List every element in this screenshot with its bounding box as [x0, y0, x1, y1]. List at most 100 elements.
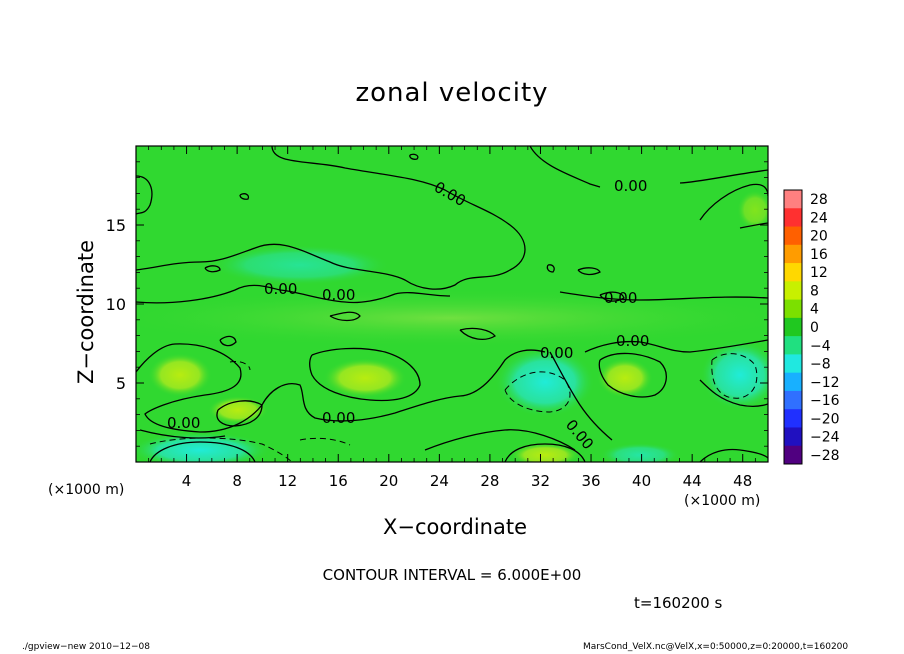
x-tick-label: 48: [733, 472, 752, 490]
x-tick-label: 44: [683, 472, 702, 490]
y-tick-label: 15: [106, 216, 126, 235]
contour-label: 0.00: [540, 344, 573, 362]
contour-line: [504, 443, 586, 462]
contour-line: [546, 264, 555, 273]
colorbar-label: 20: [810, 229, 828, 245]
contour-line: [584, 339, 768, 353]
colorbar-label: −8: [810, 357, 831, 373]
y-tick-label: 10: [106, 295, 126, 314]
contour-line: [739, 222, 768, 229]
contour-line: [136, 146, 526, 290]
colorbar-label: −28: [810, 448, 840, 464]
x-tick-label: 24: [430, 472, 449, 490]
colorbar-label: −4: [810, 338, 831, 354]
x-tick-label: 12: [278, 472, 297, 490]
colorbar-cell: [784, 336, 802, 355]
colorbar-cell: [784, 281, 802, 301]
colorbar-cell: [784, 427, 802, 447]
colorbar-label: 28: [810, 192, 828, 208]
contour-line: [699, 379, 768, 407]
contour-line-negative: [229, 361, 251, 371]
x-tick-label: 32: [531, 472, 550, 490]
contour-interval-text: CONTOUR INTERVAL = 6.000E+00: [322, 566, 582, 584]
colorbar-cell: [784, 445, 802, 465]
contour-line-negative: [149, 437, 293, 462]
contour-line: [216, 400, 263, 427]
field-yellow-core: [737, 190, 768, 230]
colorbar-cell: [784, 263, 802, 282]
contour-line: [136, 175, 153, 215]
contour-line: [139, 429, 226, 439]
contour-line: [599, 291, 625, 302]
contour-line: [679, 169, 768, 184]
field-cyan-pocket: [210, 245, 390, 285]
contour-label: 0.00: [167, 414, 200, 432]
colorbar-cell: [784, 208, 802, 228]
contour-line: [239, 193, 250, 200]
y-axis-ticks: 5 10 15: [106, 161, 768, 447]
x-axis-ticks: 4 8 12 16 20 24 28 32 36 40 44 48: [148, 146, 756, 490]
field-yellow-core: [148, 353, 212, 397]
contour-line-negative: [711, 353, 758, 399]
colorbar-label: −16: [810, 393, 840, 409]
contour-line: [699, 183, 768, 221]
contour-label: 0.00: [616, 332, 649, 350]
contour-line: [329, 311, 361, 322]
colorbar-label: −12: [810, 375, 840, 391]
field-cyan-pocket: [700, 340, 768, 410]
contour-line-negative: [299, 437, 351, 446]
x-tick-label: 4: [182, 472, 192, 490]
colorbar-label: −24: [810, 430, 840, 446]
contour-line: [409, 153, 419, 160]
time-stamp: t=160200 s: [634, 594, 723, 612]
x-tick-label: 40: [632, 472, 651, 490]
contour-line: [136, 284, 451, 304]
contour-lines: [136, 146, 768, 462]
field-yellow-core: [510, 443, 580, 462]
colorbar-label: 24: [810, 210, 828, 226]
field-cyan-pocket: [600, 443, 680, 462]
contour-label-group: 0.00 0.00 0.00 0.00 0.00 0.00 0.00 0.00 …: [167, 177, 649, 453]
colorbar-frame: [783, 189, 803, 465]
colorbar-cell: [784, 317, 802, 337]
colorbar-label: 16: [810, 247, 828, 263]
colorbar-cell: [784, 244, 802, 264]
field-yellow-core: [208, 396, 268, 424]
footer-left: ./gpview−new 2010−12−08: [22, 642, 150, 652]
field-yellow-core: [597, 358, 653, 398]
colorbar-cell: [784, 299, 802, 319]
contour-label: 0.00: [322, 286, 355, 304]
contour-label: 0.00: [604, 289, 637, 307]
x-tick-label: 16: [329, 472, 348, 490]
footer-right: MarsCond_VelX.nc@VelX,x=0:50000,z=0:2000…: [583, 642, 849, 652]
contour-line: [699, 448, 768, 462]
field-yellow-core: [323, 358, 407, 398]
contour-line: [149, 441, 256, 462]
x-tick-label: 28: [480, 472, 499, 490]
contour-label: 0.00: [264, 280, 297, 298]
contour-line: [529, 146, 601, 188]
colorbar-cell: [784, 226, 802, 246]
chart-title: zonal velocity: [355, 78, 549, 108]
field-band: [136, 288, 768, 348]
x-axis-label: X−coordinate: [383, 515, 527, 539]
contour-line: [204, 265, 221, 273]
contour-label: 0.00: [614, 177, 647, 195]
colorbar-cell: [784, 372, 802, 392]
colorbar-label: 8: [810, 283, 819, 299]
contour-line-negative: [504, 371, 571, 413]
field-cyan-pocket: [136, 432, 270, 462]
colorbar-cell: [784, 190, 802, 209]
contour-line: [549, 351, 613, 441]
contour-line: [309, 347, 421, 402]
contour-line: [559, 291, 768, 301]
colorbar-cell: [784, 354, 802, 374]
colorbar-label: 0: [810, 320, 819, 336]
contour-line: [577, 267, 601, 276]
colorbar-cell: [784, 409, 802, 428]
y-unit-label: (×1000 m): [48, 482, 125, 498]
x-tick-label: 36: [581, 472, 600, 490]
x-tick-label: 20: [379, 472, 398, 490]
x-tick-label: 8: [232, 472, 242, 490]
colorbar-label: 12: [810, 265, 828, 281]
